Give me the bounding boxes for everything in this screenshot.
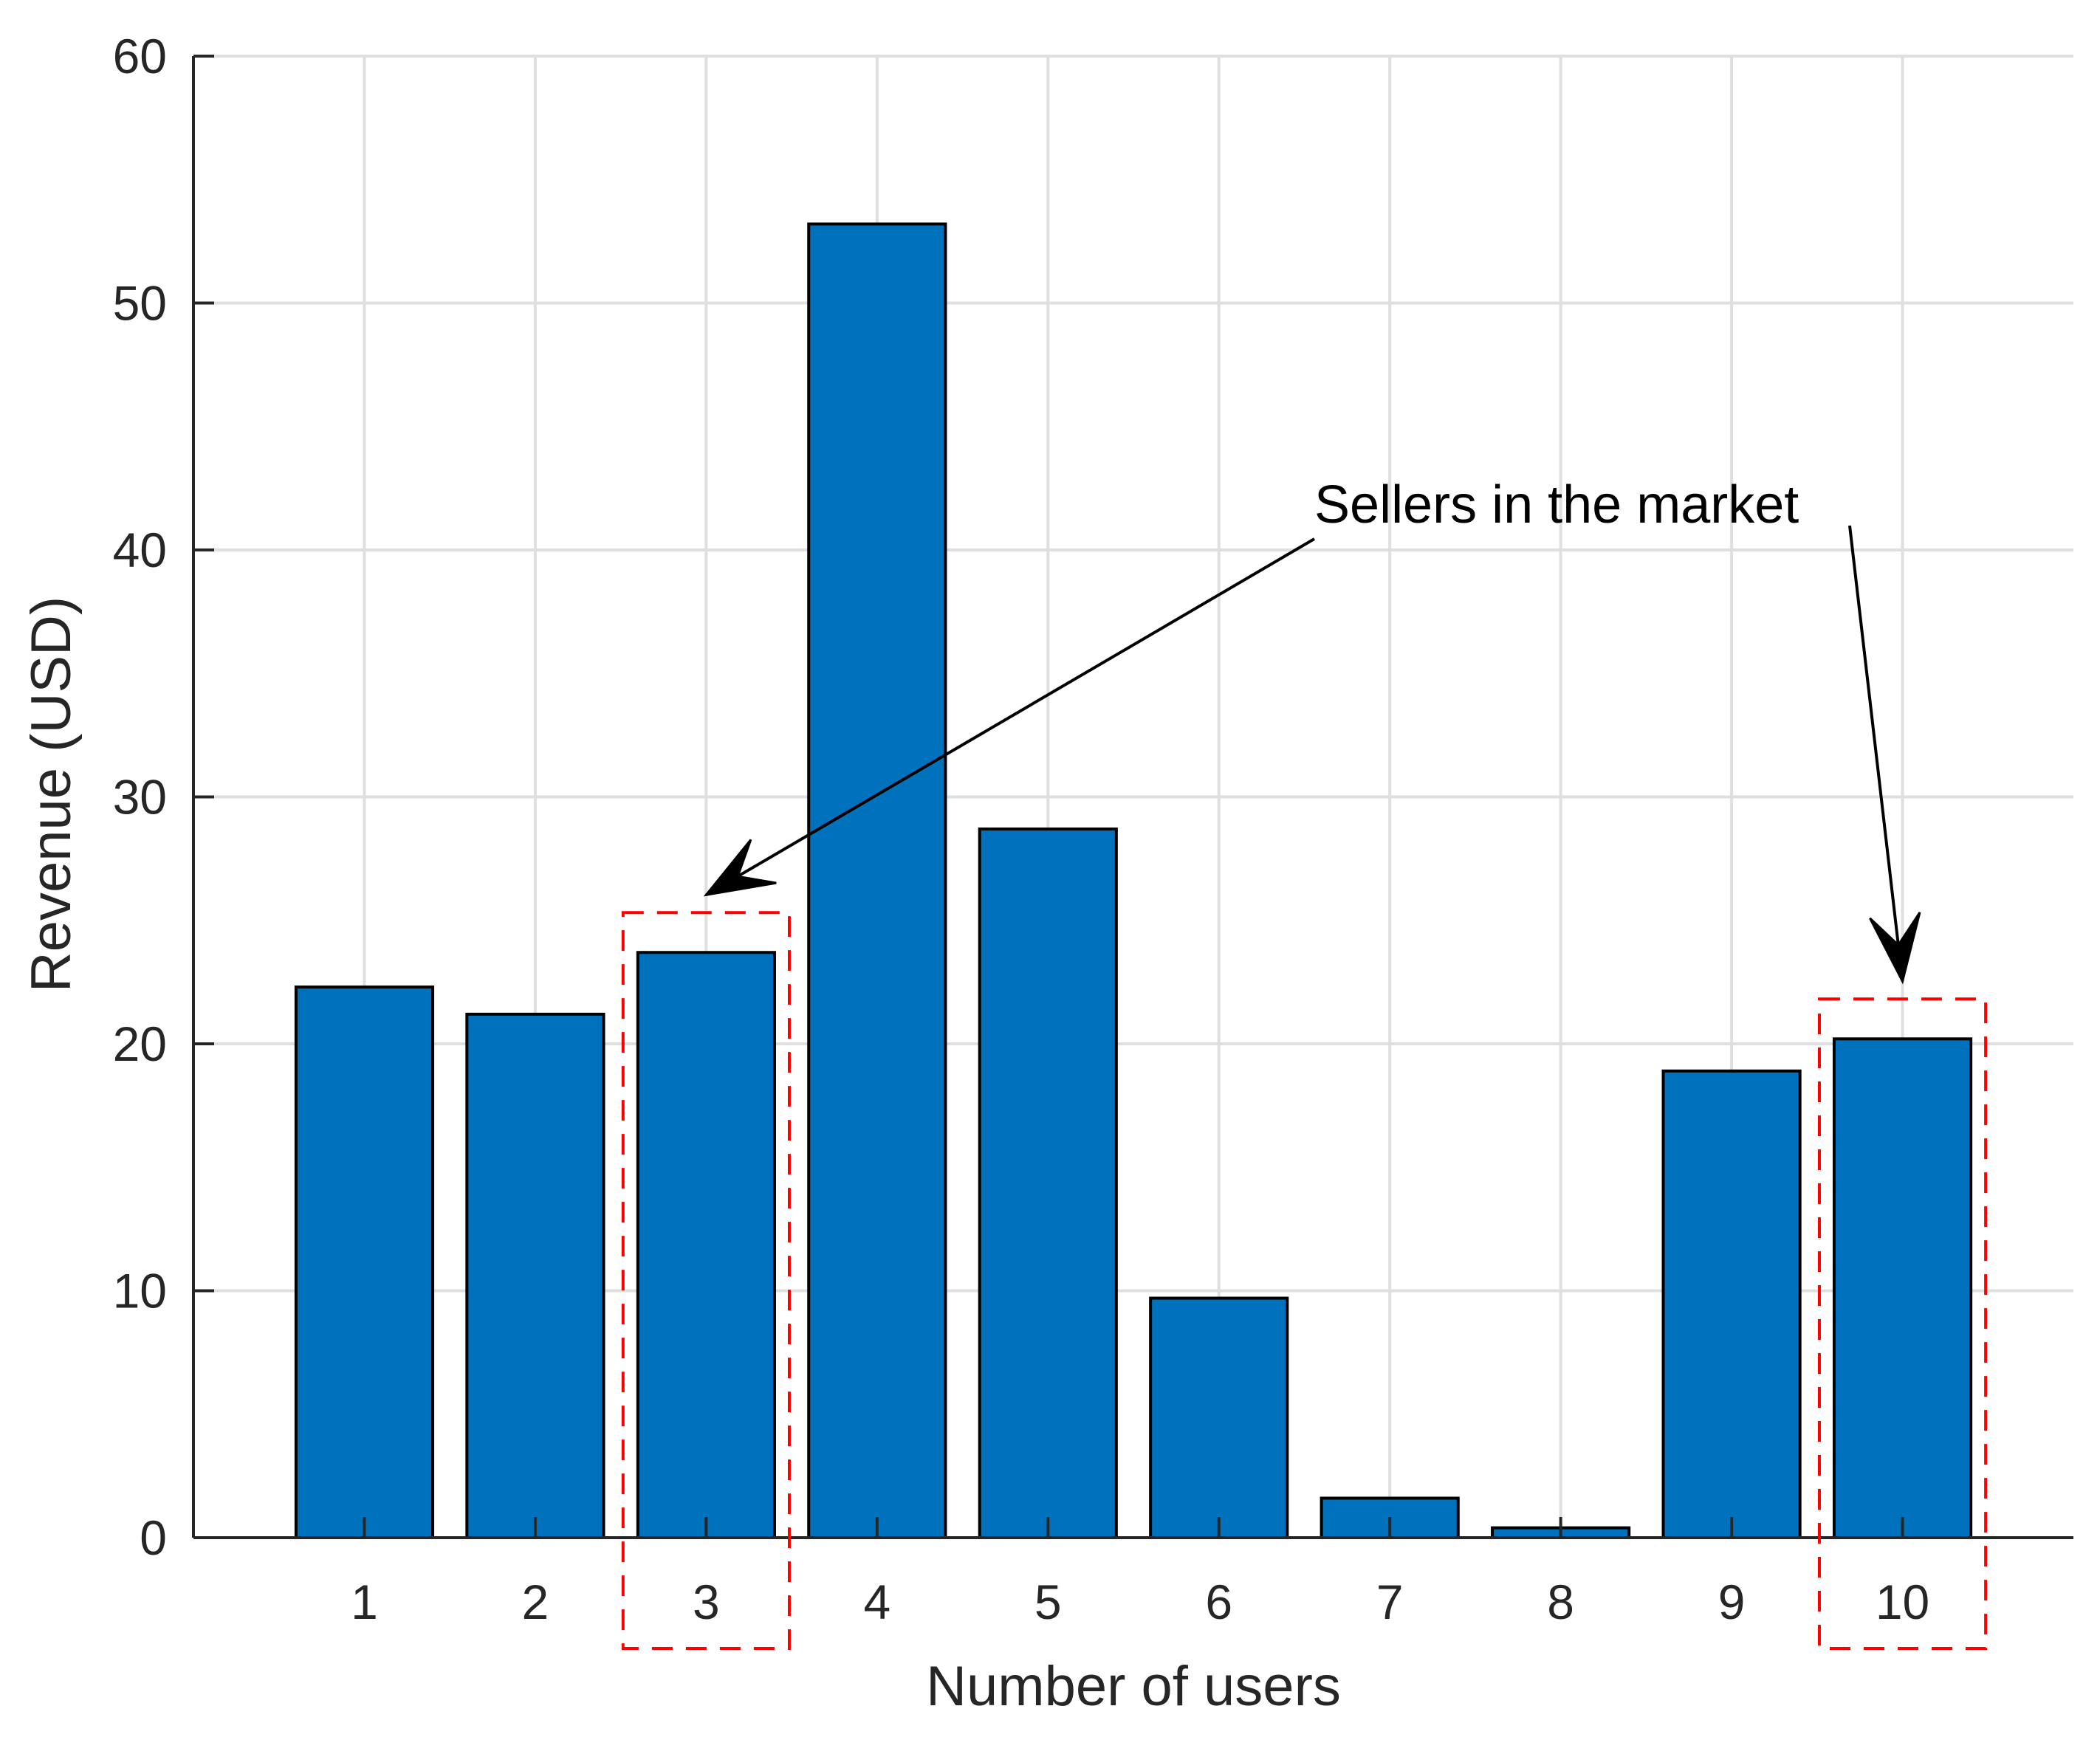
x-tick-label-10: 10 <box>1876 1575 1929 1629</box>
x-tick-label-8: 8 <box>1547 1575 1574 1629</box>
x-tick-label-9: 9 <box>1718 1575 1746 1629</box>
y-tick-label-1: 10 <box>113 1264 167 1318</box>
x-tick-label-2: 2 <box>522 1575 549 1629</box>
y-tick-label-6: 60 <box>113 29 167 83</box>
bar-2 <box>465 1012 605 1539</box>
bar-3 <box>636 951 776 1539</box>
y-tick-label-5: 50 <box>113 276 167 331</box>
annotation-text: Sellers in the market <box>1314 475 1799 534</box>
bar-1 <box>294 986 435 1539</box>
bar-10 <box>1832 1037 1973 1540</box>
annotation-arrow-3 <box>705 537 1316 896</box>
x-axis-label: Number of users <box>926 1655 1341 1718</box>
bar-5 <box>978 827 1118 1539</box>
annotation: Sellers in the market <box>703 475 1921 985</box>
annotation-arrow-10 <box>1848 525 1904 982</box>
highlight-boxes <box>621 911 1988 1651</box>
bar-9 <box>1661 1069 1802 1540</box>
x-tick-label-4: 4 <box>863 1575 891 1629</box>
bar-4 <box>807 222 947 1540</box>
y-tick-label-0: 0 <box>140 1510 167 1565</box>
tick-labels: 0 10 20 30 40 50 60 1 2 3 4 5 6 7 8 9 10 <box>113 29 1930 1629</box>
bars <box>294 222 1973 1540</box>
y-tick-label-2: 20 <box>113 1017 167 1071</box>
x-tick-label-3: 3 <box>693 1575 720 1629</box>
bar-6 <box>1149 1296 1289 1540</box>
highlight-box-10 <box>1817 997 1988 1651</box>
highlight-box-3 <box>621 911 791 1650</box>
annotation-arrowhead-10 <box>1869 912 1921 985</box>
x-tick-label-7: 7 <box>1376 1575 1404 1629</box>
y-tick-label-3: 30 <box>113 770 167 825</box>
axes <box>192 55 2073 1539</box>
x-tick-label-1: 1 <box>351 1575 378 1629</box>
x-tick-label-5: 5 <box>1034 1575 1062 1629</box>
annotation-arrowhead-3 <box>703 839 777 897</box>
x-tick-label-6: 6 <box>1205 1575 1232 1629</box>
y-axis-label: Revenue (USD) <box>20 596 83 992</box>
y-tick-label-4: 40 <box>113 523 167 577</box>
